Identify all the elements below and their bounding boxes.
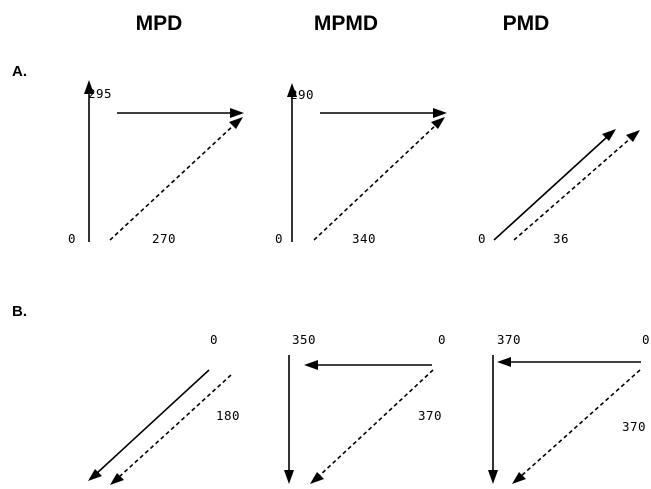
dashed-arrow-diagonal — [117, 374, 232, 479]
arrowhead — [512, 472, 526, 484]
panel-b-mpd: 0 180 — [88, 332, 240, 485]
column-title-mpd: MPD — [136, 12, 183, 35]
solid-arrow-diagonal — [95, 369, 210, 475]
label-top: 0 — [210, 332, 218, 347]
label-origin: 0 — [68, 231, 76, 246]
arrowhead — [229, 117, 243, 129]
arrowhead — [488, 470, 498, 484]
label-top-left: 350 — [292, 332, 316, 347]
row-label-b: B. — [12, 303, 27, 320]
panel-b-mpmd: 350 0 370 — [284, 332, 446, 484]
dashed-arrow-diagonal — [519, 369, 641, 478]
label-top-left: 370 — [497, 332, 521, 347]
arrowhead — [287, 83, 297, 97]
panel-a-mpd: 295 0 270 — [68, 80, 244, 246]
label-top: 295 — [88, 86, 112, 101]
row-label-a: A. — [12, 63, 27, 80]
dashed-arrow-diagonal — [317, 369, 434, 478]
label-top-right: 0 — [642, 332, 650, 347]
label-bottom: 270 — [152, 231, 176, 246]
panel-a-mpmd: 290 0 340 — [275, 83, 447, 246]
panel-a-pmd: 0 36 — [478, 129, 640, 246]
arrowhead — [304, 360, 318, 370]
arrowhead — [433, 108, 447, 118]
label-origin: 0 — [478, 231, 486, 246]
label-bottom: 340 — [352, 231, 376, 246]
label-side: 180 — [216, 408, 240, 423]
dashed-arrow-diagonal — [313, 123, 438, 241]
arrowhead — [497, 357, 511, 367]
dashed-arrow-diagonal — [513, 136, 633, 241]
arrowhead — [88, 469, 102, 481]
dashed-arrow-diagonal — [109, 123, 236, 241]
arrowhead — [84, 80, 94, 94]
arrowhead — [602, 129, 616, 141]
label-side: 370 — [622, 419, 646, 434]
arrowhead — [310, 472, 324, 484]
label-origin: 0 — [275, 231, 283, 246]
column-title-pmd: PMD — [503, 12, 550, 35]
label-side: 370 — [418, 408, 442, 423]
arrowhead — [626, 130, 640, 142]
column-title-mpmd: MPMD — [314, 12, 378, 35]
arrowhead — [284, 470, 294, 484]
panel-b-pmd: 370 0 370 — [488, 332, 650, 484]
label-bottom: 36 — [553, 231, 569, 246]
label-top-right: 0 — [438, 332, 446, 347]
solid-arrow-diagonal — [493, 136, 608, 241]
arrowhead — [230, 108, 244, 118]
arrowhead — [431, 117, 445, 129]
label-top: 290 — [290, 87, 314, 102]
arrowhead — [110, 473, 124, 485]
